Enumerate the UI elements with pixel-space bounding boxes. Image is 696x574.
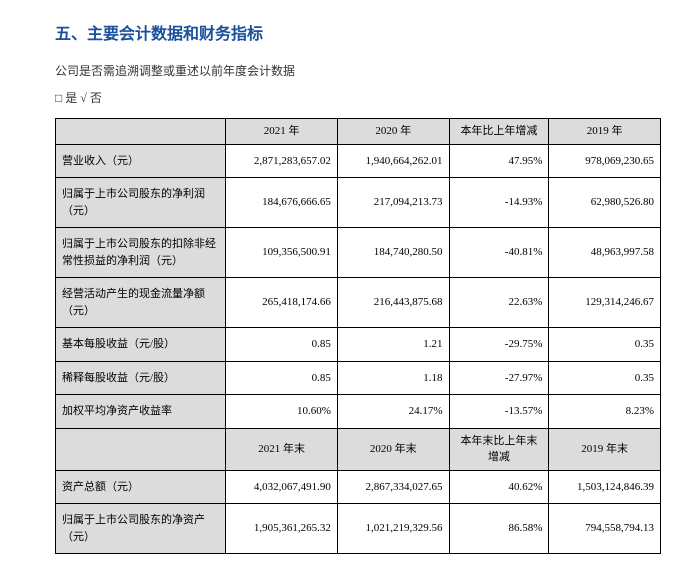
period-header-cell: 2019 年: [549, 119, 661, 145]
cell-2019: 48,963,997.58: [549, 228, 661, 278]
period-data-row: 归属于上市公司股东的净利润（元）184,676,666.65217,094,21…: [56, 178, 661, 228]
cell-2021: 109,356,500.91: [226, 228, 338, 278]
yearend-data-row: 归属于上市公司股东的净资产（元）1,905,361,265.321,021,21…: [56, 504, 661, 554]
cell-change: -27.97%: [449, 361, 549, 395]
yearend-header-cell: 本年末比上年末增减: [449, 428, 549, 470]
cell-change: 47.95%: [449, 144, 549, 178]
cell-2019: 62,980,526.80: [549, 178, 661, 228]
cell-2019: 0.35: [549, 361, 661, 395]
period-header-cell: [56, 119, 226, 145]
cell-2021: 4,032,067,491.90: [226, 470, 338, 504]
cell-2021: 0.85: [226, 328, 338, 362]
period-header-cell: 2021 年: [226, 119, 338, 145]
row-label: 归属于上市公司股东的净利润（元）: [56, 178, 226, 228]
cell-2020: 1.18: [337, 361, 449, 395]
period-header-cell: 本年比上年增减: [449, 119, 549, 145]
period-data-row: 稀释每股收益（元/股）0.851.18-27.97%0.35: [56, 361, 661, 395]
row-label: 归属于上市公司股东的扣除非经常性损益的净利润（元）: [56, 228, 226, 278]
cell-change: -13.57%: [449, 395, 549, 429]
period-data-row: 基本每股收益（元/股）0.851.21-29.75%0.35: [56, 328, 661, 362]
cell-2020: 1,021,219,329.56: [337, 504, 449, 554]
cell-2020: 217,094,213.73: [337, 178, 449, 228]
restatement-question: 公司是否需追溯调整或重述以前年度会计数据: [55, 62, 661, 79]
cell-change: -40.81%: [449, 228, 549, 278]
cell-2021: 0.85: [226, 361, 338, 395]
cell-2019: 978,069,230.65: [549, 144, 661, 178]
financial-table: 2021 年2020 年本年比上年增减2019 年营业收入（元）2,871,28…: [55, 118, 661, 554]
cell-2020: 1.21: [337, 328, 449, 362]
cell-2019: 1,503,124,846.39: [549, 470, 661, 504]
period-data-row: 归属于上市公司股东的扣除非经常性损益的净利润（元）109,356,500.911…: [56, 228, 661, 278]
period-data-row: 加权平均净资产收益率10.60%24.17%-13.57%8.23%: [56, 395, 661, 429]
row-label: 经营活动产生的现金流量净额（元）: [56, 278, 226, 328]
cell-2021: 184,676,666.65: [226, 178, 338, 228]
cell-change: 22.63%: [449, 278, 549, 328]
row-label: 加权平均净资产收益率: [56, 395, 226, 429]
yearend-header-row: 2021 年末2020 年末本年末比上年末增减2019 年末: [56, 428, 661, 470]
restatement-answer: □ 是 √ 否: [55, 89, 661, 106]
row-label: 基本每股收益（元/股）: [56, 328, 226, 362]
cell-2021: 2,871,283,657.02: [226, 144, 338, 178]
cell-2020: 24.17%: [337, 395, 449, 429]
period-header-cell: 2020 年: [337, 119, 449, 145]
cell-2020: 1,940,664,262.01: [337, 144, 449, 178]
period-data-row: 营业收入（元）2,871,283,657.021,940,664,262.014…: [56, 144, 661, 178]
cell-change: 40.62%: [449, 470, 549, 504]
row-label: 资产总额（元）: [56, 470, 226, 504]
cell-2020: 184,740,280.50: [337, 228, 449, 278]
cell-change: -14.93%: [449, 178, 549, 228]
yearend-header-cell: 2019 年末: [549, 428, 661, 470]
period-data-row: 经营活动产生的现金流量净额（元）265,418,174.66216,443,87…: [56, 278, 661, 328]
cell-2021: 10.60%: [226, 395, 338, 429]
yearend-header-cell: [56, 428, 226, 470]
row-label: 归属于上市公司股东的净资产（元）: [56, 504, 226, 554]
page-container: 五、主要会计数据和财务指标 公司是否需追溯调整或重述以前年度会计数据 □ 是 √…: [0, 0, 696, 574]
cell-change: 86.58%: [449, 504, 549, 554]
cell-2019: 0.35: [549, 328, 661, 362]
row-label: 稀释每股收益（元/股）: [56, 361, 226, 395]
yearend-header-cell: 2021 年末: [226, 428, 338, 470]
cell-2019: 8.23%: [549, 395, 661, 429]
cell-2021: 1,905,361,265.32: [226, 504, 338, 554]
yearend-header-cell: 2020 年末: [337, 428, 449, 470]
yearend-data-row: 资产总额（元）4,032,067,491.902,867,334,027.654…: [56, 470, 661, 504]
cell-2019: 794,558,794.13: [549, 504, 661, 554]
cell-2019: 129,314,246.67: [549, 278, 661, 328]
cell-2021: 265,418,174.66: [226, 278, 338, 328]
cell-change: -29.75%: [449, 328, 549, 362]
cell-2020: 216,443,875.68: [337, 278, 449, 328]
section-heading: 五、主要会计数据和财务指标: [55, 20, 661, 44]
period-header-row: 2021 年2020 年本年比上年增减2019 年: [56, 119, 661, 145]
cell-2020: 2,867,334,027.65: [337, 470, 449, 504]
row-label: 营业收入（元）: [56, 144, 226, 178]
